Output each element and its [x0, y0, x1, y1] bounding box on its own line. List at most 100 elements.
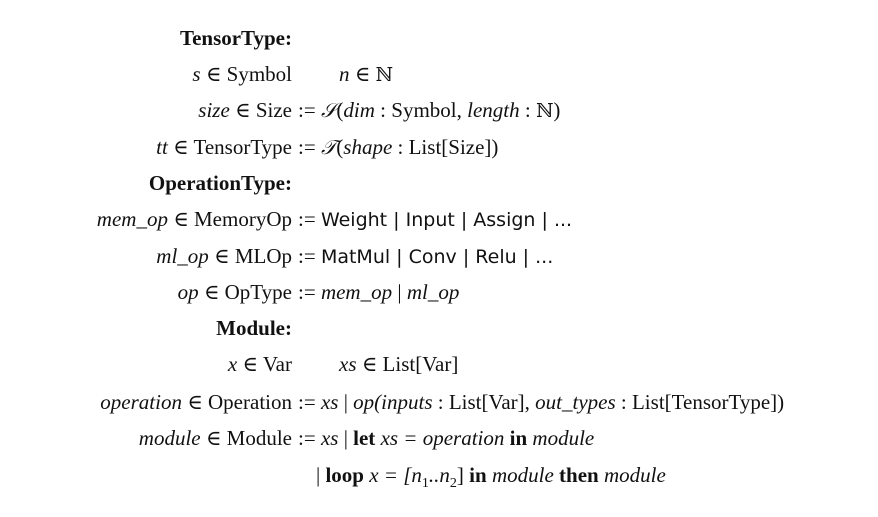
set-name: Operation: [208, 390, 292, 414]
rule-lhs: size ∈ Size: [198, 94, 292, 126]
section-operationtype-row: OperationType:: [0, 167, 878, 199]
metavar: n: [339, 62, 350, 86]
rule-lhs: module ∈ Module: [139, 422, 292, 454]
rule-lhs: ml_op ∈ MLOp: [156, 240, 292, 272]
mlop-alternatives: MatMul | Conv | Relu | ...: [320, 246, 554, 268]
metavar: ml_op: [406, 280, 460, 304]
section-heading-operationtype: OperationType:: [148, 171, 292, 195]
field-name: shape: [343, 135, 393, 159]
field-type: List[TensorType]): [631, 390, 785, 414]
rule-optype: op ∈ OpType := mem_op | ml_op: [0, 276, 878, 308]
rule-var: x ∈ Var xs ∈ List[Var]: [0, 348, 878, 380]
elem-symbol: ∈: [354, 62, 371, 86]
op-application: op(inputs: [353, 390, 433, 414]
rule-rhs: := Weight | Input | Assign | ...: [298, 203, 572, 236]
metavar: xs: [320, 426, 339, 450]
elem-symbol: ∈: [235, 98, 251, 122]
field-name: length: [467, 98, 520, 122]
section-heading-tensortype: TensorType:: [179, 26, 292, 50]
metavar: module: [532, 426, 595, 450]
rule-memoryop: mem_op ∈ MemoryOp := Weight | Input | As…: [0, 203, 878, 235]
elem-symbol: ∈: [205, 426, 222, 450]
range-start: [n: [403, 463, 422, 487]
defeq-symbol: :=: [298, 135, 316, 159]
rule-rhs: n ∈ ℕ: [339, 58, 393, 91]
metavar: x: [227, 352, 238, 376]
rule-rhs: := mem_op | ml_op: [298, 276, 459, 308]
keyword-then: then: [559, 463, 599, 487]
elem-symbol: ∈: [187, 390, 203, 414]
metavar: mem_op: [96, 207, 168, 231]
defeq-symbol: :=: [298, 426, 316, 450]
rule-size: size ∈ Size := 𝒮(dim : Symbol, length : …: [0, 94, 878, 126]
metavar: xs =: [380, 426, 418, 450]
rule-rhs: xs ∈ List[Var]: [339, 348, 458, 380]
elem-symbol: ∈: [214, 244, 230, 268]
rule-symbol: s ∈ Symbol n ∈ ℕ: [0, 58, 878, 90]
field-type: Symbol,: [391, 98, 462, 122]
rule-rhs: | loop x = [n1..n2] in module then modul…: [316, 459, 666, 491]
rule-tensortype: tt ∈ TensorType := 𝒯(shape : List[Size]): [0, 131, 878, 163]
set-name: Var: [262, 352, 292, 376]
set-name: List[Var]: [382, 352, 459, 376]
defeq-symbol: :=: [298, 207, 316, 231]
metavar: size: [198, 98, 230, 122]
rule-lhs: s ∈ Symbol: [192, 58, 292, 90]
metavar: tt: [156, 135, 168, 159]
elem-symbol: ∈: [173, 135, 189, 159]
defeq-symbol: :=: [298, 244, 316, 268]
tensortype-constructor: 𝒯: [320, 135, 337, 159]
rule-module: module ∈ Module := xs | let xs = operati…: [0, 422, 878, 454]
metavar: xs: [320, 390, 339, 414]
keyword-in: in: [509, 426, 528, 450]
rule-rhs: := 𝒯(shape : List[Size]): [298, 135, 499, 159]
rule-rhs: := xs | op(inputs : List[Var], out_types…: [298, 390, 785, 414]
rule-lhs: op ∈ OpType: [178, 276, 292, 308]
rule-rhs: := 𝒮(dim : Symbol, length : ℕ): [298, 98, 561, 122]
metavar: x =: [369, 463, 398, 487]
size-constructor: 𝒮: [320, 98, 337, 122]
defeq-symbol: :=: [298, 98, 316, 122]
rule-lhs: tt ∈ TensorType: [156, 131, 292, 163]
bar-symbol: |: [316, 463, 321, 487]
range-close: ]: [456, 463, 464, 487]
keyword-loop: loop: [325, 463, 364, 487]
metavar: module: [491, 463, 554, 487]
metavar: op: [177, 280, 199, 304]
elem-symbol: ∈: [361, 352, 378, 376]
set-name: Symbol: [226, 62, 292, 86]
elem-symbol: ∈: [173, 207, 189, 231]
metavar: s: [192, 62, 201, 86]
bar-symbol: |: [343, 390, 348, 414]
section-tensortype-row: TensorType:: [0, 22, 878, 54]
set-name: Size: [255, 98, 292, 122]
bar-symbol: |: [343, 426, 348, 450]
range-dots: ..n: [428, 463, 450, 487]
field-type: List[Size]): [408, 135, 499, 159]
elem-symbol: ∈: [205, 62, 222, 86]
memoryop-alternatives: Weight | Input | Assign | ...: [320, 209, 573, 231]
set-name: TensorType: [193, 135, 292, 159]
metavar: module: [138, 426, 201, 450]
subscript: 1: [421, 476, 429, 492]
set-name: MLOp: [234, 244, 292, 268]
metavar: mem_op: [320, 280, 393, 304]
metavar: xs: [339, 352, 357, 376]
rule-mlop: ml_op ∈ MLOp := MatMul | Conv | Relu | .…: [0, 240, 878, 272]
keyword-let: let: [353, 426, 376, 450]
rule-operation: operation ∈ Operation := xs | op(inputs …: [0, 386, 878, 418]
defeq-symbol: :=: [298, 280, 316, 304]
bar-symbol: |: [397, 280, 402, 304]
section-heading-module: Module:: [216, 316, 292, 340]
rule-rhs: := xs | let xs = operation in module: [298, 422, 594, 454]
metavar: operation: [100, 390, 182, 414]
rule-module-loop: | loop x = [n1..n2] in module then modul…: [0, 459, 878, 491]
elem-symbol: ∈: [242, 352, 258, 376]
section-module-row: Module:: [0, 312, 878, 344]
elem-symbol: ∈: [203, 280, 220, 304]
metavar: operation: [422, 426, 505, 450]
subscript: 2: [449, 476, 457, 492]
rule-lhs: x ∈ Var: [228, 348, 292, 380]
range-expression: [n1..n2]: [403, 463, 464, 491]
set-name: MemoryOp: [194, 207, 292, 231]
